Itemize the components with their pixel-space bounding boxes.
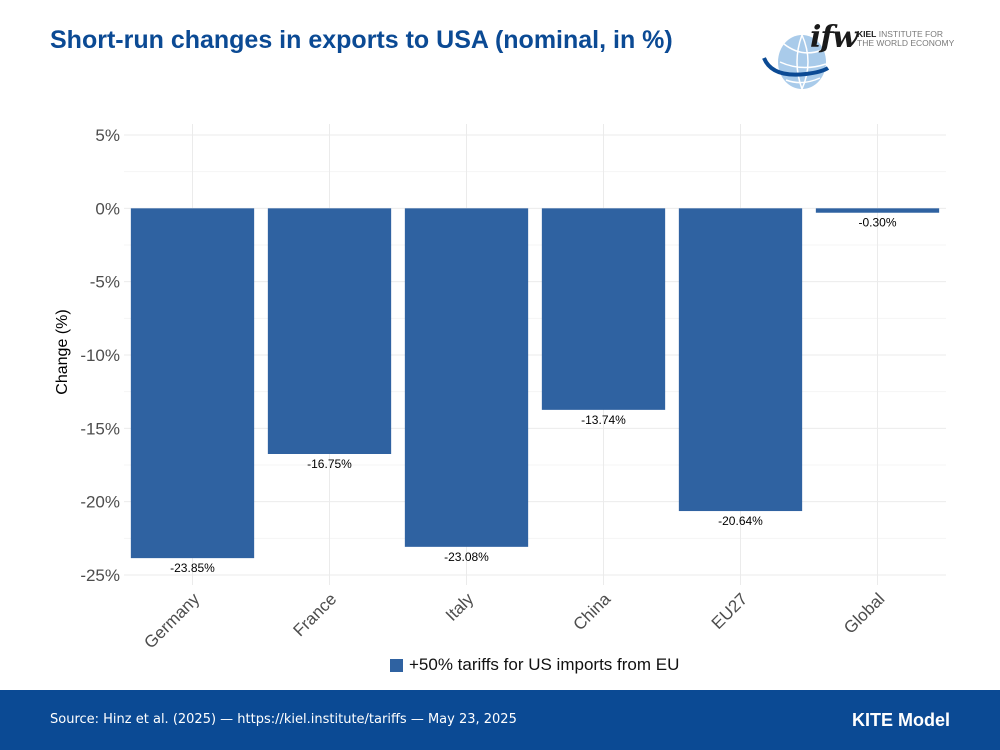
legend-label: +50% tariffs for US imports from EU (409, 655, 680, 674)
y-tick-label: -15% (80, 419, 120, 438)
logo-institute-name: KIEL INSTITUTE FOR THE WORLD ECONOMY (857, 29, 955, 48)
x-category-label: Germany (140, 589, 203, 652)
data-label: -16.75% (307, 457, 352, 471)
footer-model-label: KITE Model (852, 710, 950, 730)
x-category-label: Italy (442, 589, 478, 625)
x-category-label: EU27 (708, 589, 752, 633)
y-tick-label: 5% (95, 126, 120, 145)
data-label: -0.30% (858, 216, 896, 230)
globe-icon (762, 34, 830, 90)
data-label: -23.08% (444, 550, 489, 564)
x-category-label: Global (840, 589, 888, 637)
x-category-label: China (569, 589, 614, 634)
y-tick-label: 0% (95, 199, 120, 218)
footer-bar: Source: Hinz et al. (2025) — https://kie… (0, 690, 1000, 750)
ifw-logo: ifw KIEL INSTITUTE FOR THE WORLD ECONOMY (762, 20, 962, 95)
bar-china (541, 208, 666, 410)
ifw-wordmark: ifw (810, 20, 858, 55)
bar-germany (130, 208, 255, 559)
y-tick-label: -25% (80, 566, 120, 585)
legend: +50% tariffs for US imports from EU (390, 655, 679, 675)
bar-france (267, 208, 392, 454)
y-tick-label: -10% (80, 346, 120, 365)
data-label: -20.64% (718, 514, 763, 528)
bar-chart: 5% 0% -5% -10% -15% -20% -25% -23.85% Germany -16… (54, 124, 946, 652)
data-label: -13.74% (581, 413, 626, 427)
data-label: -23.85% (170, 561, 215, 575)
y-tick-label: -5% (90, 273, 120, 292)
legend-swatch (390, 658, 403, 672)
chart-title: Short-run changes in exports to USA (nom… (50, 26, 673, 54)
bar-italy (404, 208, 529, 547)
footer-source: Source: Hinz et al. (2025) — https://kie… (50, 712, 517, 727)
y-axis-title: Change (%) (54, 309, 71, 394)
bar-global (815, 208, 940, 213)
bar-eu27 (678, 208, 803, 512)
x-category-label: France (289, 589, 340, 640)
y-tick-label: -20% (80, 493, 120, 512)
